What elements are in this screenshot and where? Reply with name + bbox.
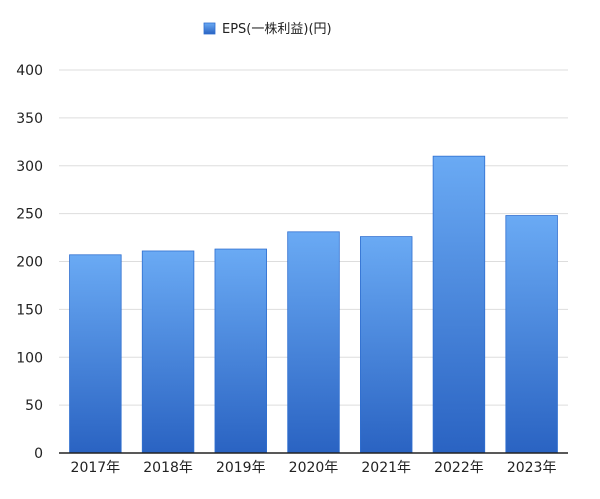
y-tick-label: 100 [16, 350, 43, 366]
y-tick-label: 150 [16, 302, 43, 318]
bar-2018年 [141, 250, 195, 454]
legend: EPS(一株利益)(円) [203, 22, 332, 37]
x-tick-label: 2018年 [143, 460, 193, 476]
bar-2019年 [214, 248, 267, 454]
y-tick-label: 0 [34, 446, 43, 462]
x-tick-label: 2023年 [507, 460, 557, 476]
y-tick-label: 250 [16, 207, 43, 223]
bar-2023年 [505, 215, 558, 454]
bar-2021年 [360, 236, 413, 454]
x-axis-ticks: 2017年 2018年 2019年 2020年 2021年 2022年 2023年 [71, 460, 557, 476]
y-tick-label: 350 [16, 111, 43, 127]
y-axis-ticks: 0 50 100 150 200 250 300 350 400 [16, 63, 43, 462]
y-tick-label: 200 [16, 255, 43, 271]
bar-2022年 [432, 155, 486, 454]
x-tick-label: 2020年 [289, 460, 339, 476]
bars [69, 155, 558, 454]
legend-swatch [203, 22, 216, 35]
y-tick-label: 300 [16, 159, 43, 175]
y-tick-label: 400 [16, 63, 43, 79]
x-tick-label: 2022年 [434, 460, 484, 476]
bar-2020年 [287, 231, 340, 454]
bar-2017年 [69, 254, 122, 454]
x-tick-label: 2019年 [216, 460, 266, 476]
y-tick-label: 50 [25, 398, 43, 414]
legend-label: EPS(一株利益)(円) [222, 22, 332, 37]
x-tick-label: 2017年 [71, 460, 121, 476]
x-tick-label: 2021年 [361, 460, 411, 476]
